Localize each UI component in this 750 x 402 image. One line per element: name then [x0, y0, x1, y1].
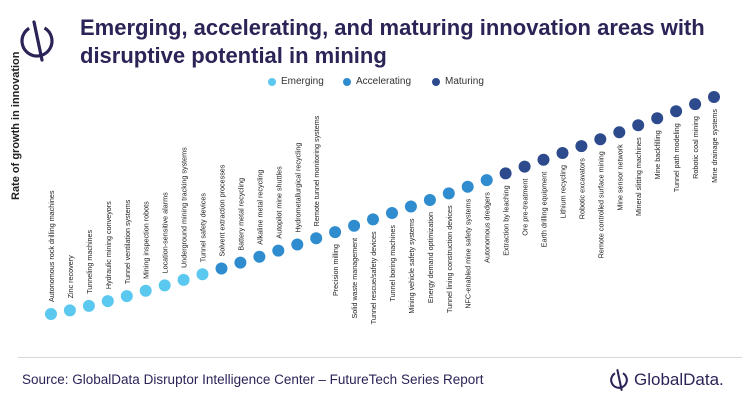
- globaldata-small-logo-icon: [610, 369, 628, 391]
- data-point-32: [632, 119, 645, 132]
- data-point-36: [708, 91, 720, 103]
- legend-label-accelerating: Accelerating: [356, 76, 412, 87]
- data-label-1: Autonomous rock drilling machines: [47, 190, 56, 302]
- data-point-20: [404, 200, 417, 213]
- data-label-7: Location-sensitive alarms: [161, 192, 170, 274]
- chart-legend: Emerging Accelerating Maturing: [0, 76, 750, 92]
- data-label-16: Precision milling: [331, 244, 340, 296]
- data-point-8: [177, 273, 190, 286]
- data-label-25: Extraction by leaching: [502, 185, 511, 255]
- chart-title: Emerging, accelerating, and maturing inn…: [80, 15, 705, 68]
- data-label-35: Robotic coal mining: [691, 116, 700, 179]
- legend-label-emerging: Emerging: [281, 76, 324, 87]
- data-point-2: [63, 304, 76, 317]
- legend-label-maturing: Maturing: [445, 76, 484, 87]
- data-label-36: Mine drainage systems: [710, 109, 719, 183]
- data-point-34: [670, 105, 683, 118]
- data-label-29: Robotic excavators: [577, 158, 586, 220]
- data-point-24: [480, 174, 493, 187]
- data-label-28: Lithium recycling: [559, 165, 568, 219]
- data-point-12: [253, 250, 266, 263]
- legend-dot-emerging-icon: [268, 77, 276, 86]
- data-label-33: Mine backfilling: [653, 130, 662, 179]
- data-point-17: [348, 219, 361, 232]
- brand-name: GlobalData.: [634, 370, 724, 389]
- data-label-26: Ore pre-treatment: [521, 179, 530, 236]
- data-label-6: Mining inspection robots: [142, 201, 151, 279]
- data-point-27: [537, 153, 550, 166]
- data-point-33: [651, 112, 664, 125]
- data-label-34: Tunnel path modeling: [672, 123, 681, 192]
- data-point-19: [386, 207, 398, 219]
- data-label-10: Solvent extraction processes: [218, 164, 227, 256]
- data-label-20: Mining vehicle safety systems: [407, 218, 416, 313]
- data-point-22: [442, 187, 455, 200]
- data-point-5: [120, 290, 133, 303]
- data-point-10: [215, 262, 228, 275]
- data-point-9: [196, 268, 209, 281]
- data-point-16: [329, 226, 342, 239]
- data-label-31: Mine sensor network: [615, 144, 624, 211]
- data-label-12: Alkaline metal recycling: [255, 170, 264, 245]
- data-point-25: [499, 167, 512, 180]
- data-label-2: Zinc recovery: [66, 255, 75, 299]
- data-point-23: [461, 180, 474, 193]
- data-label-4: Hydraulic mining conveyors: [104, 201, 113, 289]
- data-point-21: [423, 194, 436, 206]
- data-label-27: Earth drilling equipment: [540, 172, 549, 248]
- data-label-18: Tunnel rescue/safety devices: [369, 231, 378, 324]
- data-label-22: Tunnel lining construction devices: [445, 205, 454, 313]
- data-label-14: Hydrometallurgical recycling: [293, 143, 302, 233]
- legend-item-accelerating: Accelerating: [343, 76, 411, 87]
- data-label-13: Autopilot mine shuttles: [274, 166, 283, 239]
- globaldata-logo-icon: [20, 20, 54, 62]
- legend-dot-maturing-icon: [432, 77, 440, 86]
- data-point-35: [689, 98, 702, 111]
- data-label-3: Tunneling machines: [85, 229, 94, 293]
- data-point-29: [575, 140, 588, 153]
- footer-divider: [18, 357, 742, 358]
- data-point-1: [45, 308, 57, 320]
- brand-logo: GlobalData.: [608, 368, 724, 392]
- source-note: Source: GlobalData Disruptor Intelligenc…: [22, 372, 484, 387]
- data-point-15: [310, 232, 323, 245]
- data-label-21: Energy demand optimization: [426, 212, 435, 303]
- data-label-17: Solid waste management: [350, 238, 359, 319]
- data-point-30: [594, 133, 607, 146]
- data-label-30: Remote controlled surface mining: [596, 151, 605, 258]
- data-label-19: Tunnel boring machines: [388, 225, 397, 302]
- data-point-13: [272, 244, 285, 257]
- data-point-3: [82, 299, 95, 312]
- data-label-15: Remote tunnel monitoring systems: [312, 115, 321, 226]
- data-label-5: Tunnel ventilation systems: [123, 199, 132, 284]
- data-point-6: [139, 284, 152, 297]
- data-label-23: NFC-enabled mine safety systems: [464, 198, 473, 308]
- data-label-24: Autonomous dredgers: [483, 192, 492, 263]
- legend-dot-accelerating-icon: [343, 77, 351, 86]
- data-point-31: [613, 126, 626, 139]
- data-label-8: Underground mining tracking systems: [180, 147, 189, 268]
- data-point-11: [234, 256, 247, 269]
- data-point-28: [556, 147, 569, 159]
- data-label-9: Tunnel safety devices: [199, 193, 208, 263]
- data-point-4: [101, 295, 114, 308]
- data-point-18: [367, 213, 379, 226]
- data-point-26: [518, 160, 531, 173]
- legend-item-maturing: Maturing: [432, 76, 484, 87]
- legend-item-emerging: Emerging: [268, 76, 324, 87]
- data-label-11: Battery metal recycling: [236, 178, 245, 251]
- data-point-14: [291, 238, 304, 251]
- data-label-32: Mineral slitting machines: [634, 137, 643, 216]
- data-point-7: [158, 279, 171, 292]
